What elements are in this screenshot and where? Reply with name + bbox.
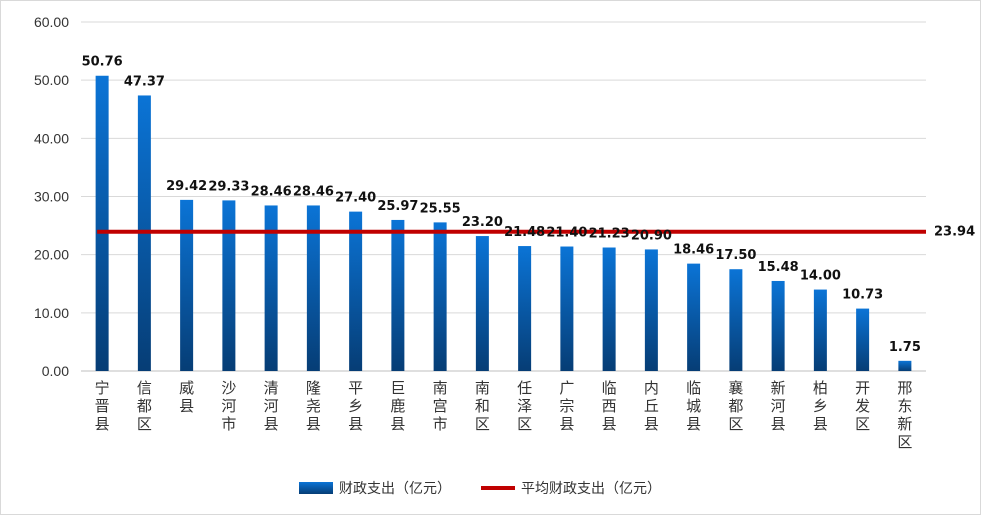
y-tick-label: 40.00 bbox=[34, 130, 69, 146]
bar bbox=[391, 219, 405, 371]
bar-value-label: 27.40 bbox=[335, 191, 376, 206]
bar-value-label: 25.97 bbox=[377, 199, 418, 214]
legend-swatch-bar bbox=[299, 482, 333, 494]
bar-value-label: 47.37 bbox=[124, 74, 165, 89]
bar bbox=[687, 263, 701, 371]
bar-value-label: 17.50 bbox=[715, 248, 756, 263]
bar-value-label: 50.76 bbox=[82, 55, 123, 70]
x-category-label: 广宗县 bbox=[559, 379, 574, 433]
bars bbox=[95, 75, 912, 371]
bar bbox=[518, 246, 532, 371]
x-category-label: 开发区 bbox=[855, 379, 870, 433]
x-category-label: 柏乡县 bbox=[813, 379, 828, 433]
y-tick-label: 30.00 bbox=[34, 189, 69, 205]
x-category-label: 巨鹿县 bbox=[390, 379, 405, 433]
y-tick-label: 0.00 bbox=[42, 363, 69, 379]
bar-value-label: 10.73 bbox=[842, 288, 883, 303]
bar-value-label: 20.90 bbox=[631, 228, 672, 243]
y-tick-label: 10.00 bbox=[34, 305, 69, 321]
bar-value-label: 28.46 bbox=[251, 184, 292, 199]
x-category-label: 清河县 bbox=[264, 379, 279, 433]
bar-value-label: 29.42 bbox=[166, 179, 207, 194]
x-category-label: 平乡县 bbox=[348, 379, 363, 433]
bar bbox=[222, 200, 236, 371]
bar-value-label: 21.23 bbox=[589, 227, 630, 242]
x-category-label: 内丘县 bbox=[644, 379, 659, 433]
bar bbox=[306, 205, 320, 371]
legend-label-bar: 财政支出（亿元） bbox=[339, 481, 451, 497]
bar bbox=[180, 199, 194, 371]
y-tick-label: 60.00 bbox=[34, 14, 69, 30]
gridlines bbox=[81, 21, 926, 372]
bar-value-label: 21.48 bbox=[504, 225, 545, 240]
bar bbox=[644, 249, 658, 371]
x-axis-categories: 宁晋县 信都区 威县 沙河市 清河县 隆尧县 平乡县 巨鹿县 南宫市 南和区 任泽区 广宗县 临西县 内丘… bbox=[95, 379, 913, 451]
bar-value-label: 28.46 bbox=[293, 184, 334, 199]
bar bbox=[898, 360, 912, 371]
bar bbox=[264, 205, 278, 371]
bar bbox=[813, 289, 827, 371]
bar bbox=[856, 308, 870, 371]
bar-value-label: 18.46 bbox=[673, 243, 714, 258]
bar bbox=[95, 75, 109, 371]
bar-value-label: 23.20 bbox=[462, 215, 503, 230]
average-value-label: 23.94 bbox=[934, 225, 975, 240]
bar bbox=[560, 246, 574, 371]
bar bbox=[475, 236, 489, 371]
x-category-label: 南和区 bbox=[475, 379, 490, 433]
x-category-label: 临城县 bbox=[686, 379, 701, 433]
x-category-label: 任泽区 bbox=[517, 379, 532, 433]
y-axis-ticks: 0.00 10.00 20.00 30.00 40.00 50.00 60.00 bbox=[34, 14, 69, 379]
bar-value-label: 29.33 bbox=[208, 179, 249, 194]
bar bbox=[771, 280, 785, 371]
bar bbox=[433, 222, 447, 371]
bar-value-label: 15.48 bbox=[758, 260, 799, 275]
bar bbox=[349, 211, 363, 371]
x-category-label: 隆尧县 bbox=[306, 379, 321, 433]
x-category-label: 临西县 bbox=[602, 379, 617, 433]
bar-value-label: 25.55 bbox=[420, 201, 461, 216]
bar-value-label: 1.75 bbox=[889, 340, 921, 355]
average-line-group: 23.94 bbox=[97, 225, 975, 240]
x-category-label: 沙河市 bbox=[221, 379, 236, 433]
x-category-label: 邢东新区 bbox=[897, 379, 912, 451]
x-category-label: 南宫市 bbox=[433, 379, 448, 433]
legend: 财政支出（亿元） 平均财政支出（亿元） bbox=[299, 481, 661, 497]
x-category-label: 襄都区 bbox=[728, 379, 743, 433]
bar bbox=[729, 269, 743, 371]
bar-value-label: 21.40 bbox=[546, 226, 587, 241]
x-category-label: 信都区 bbox=[137, 379, 152, 433]
x-category-label: 宁晋县 bbox=[95, 379, 110, 433]
legend-label-line: 平均财政支出（亿元） bbox=[521, 481, 661, 497]
bar-value-label: 14.00 bbox=[800, 269, 841, 284]
y-tick-label: 20.00 bbox=[34, 247, 69, 263]
x-category-label: 新河县 bbox=[771, 379, 786, 433]
bar bbox=[602, 247, 616, 371]
y-tick-label: 50.00 bbox=[34, 72, 69, 88]
x-category-label: 威县 bbox=[179, 379, 194, 415]
